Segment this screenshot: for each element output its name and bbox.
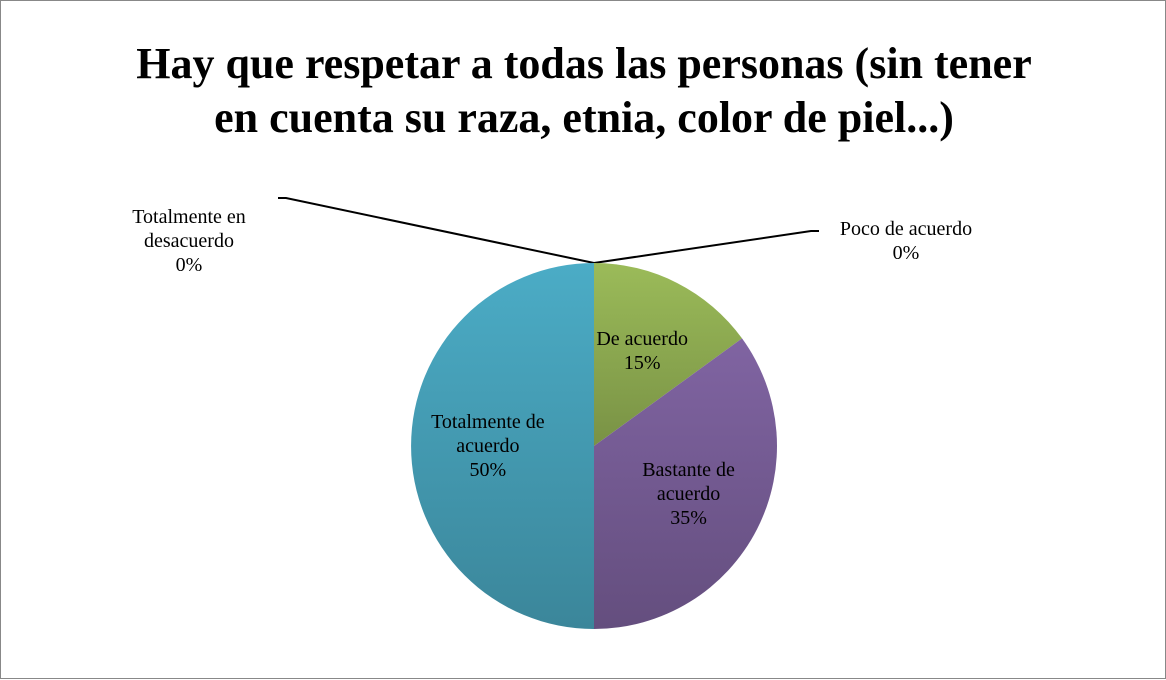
leader-line <box>278 197 595 264</box>
pie-slice <box>594 263 743 446</box>
pie-slice <box>411 263 594 629</box>
data-label-category: Totalmente en desacuerdo <box>132 206 246 252</box>
data-label-value: 50% <box>469 459 507 481</box>
pie-slice <box>594 338 778 629</box>
chart-title: Hay que respetar a todas las personas (s… <box>136 39 1032 142</box>
data-label: Bastante de acuerdo 35% <box>619 458 759 530</box>
data-label: Poco de acuerdo 0% <box>811 217 1001 265</box>
data-label-value: 0% <box>892 242 920 264</box>
data-label-category: Totalmente de acuerdo <box>431 411 545 457</box>
data-label: Totalmente de acuerdo 50% <box>418 410 558 482</box>
data-label-value: 0% <box>175 254 203 276</box>
data-label-category: Bastante de acuerdo <box>642 459 735 506</box>
data-label: De acuerdo 15% <box>572 327 712 375</box>
data-label: Totalmente en desacuerdo 0% <box>94 205 284 277</box>
data-label-category: Poco de acuerdo <box>839 218 973 240</box>
data-label-category: De acuerdo <box>596 328 688 351</box>
leader-line <box>593 230 819 264</box>
data-label-value: 15% <box>623 352 661 375</box>
data-label-value: 35% <box>670 507 707 530</box>
